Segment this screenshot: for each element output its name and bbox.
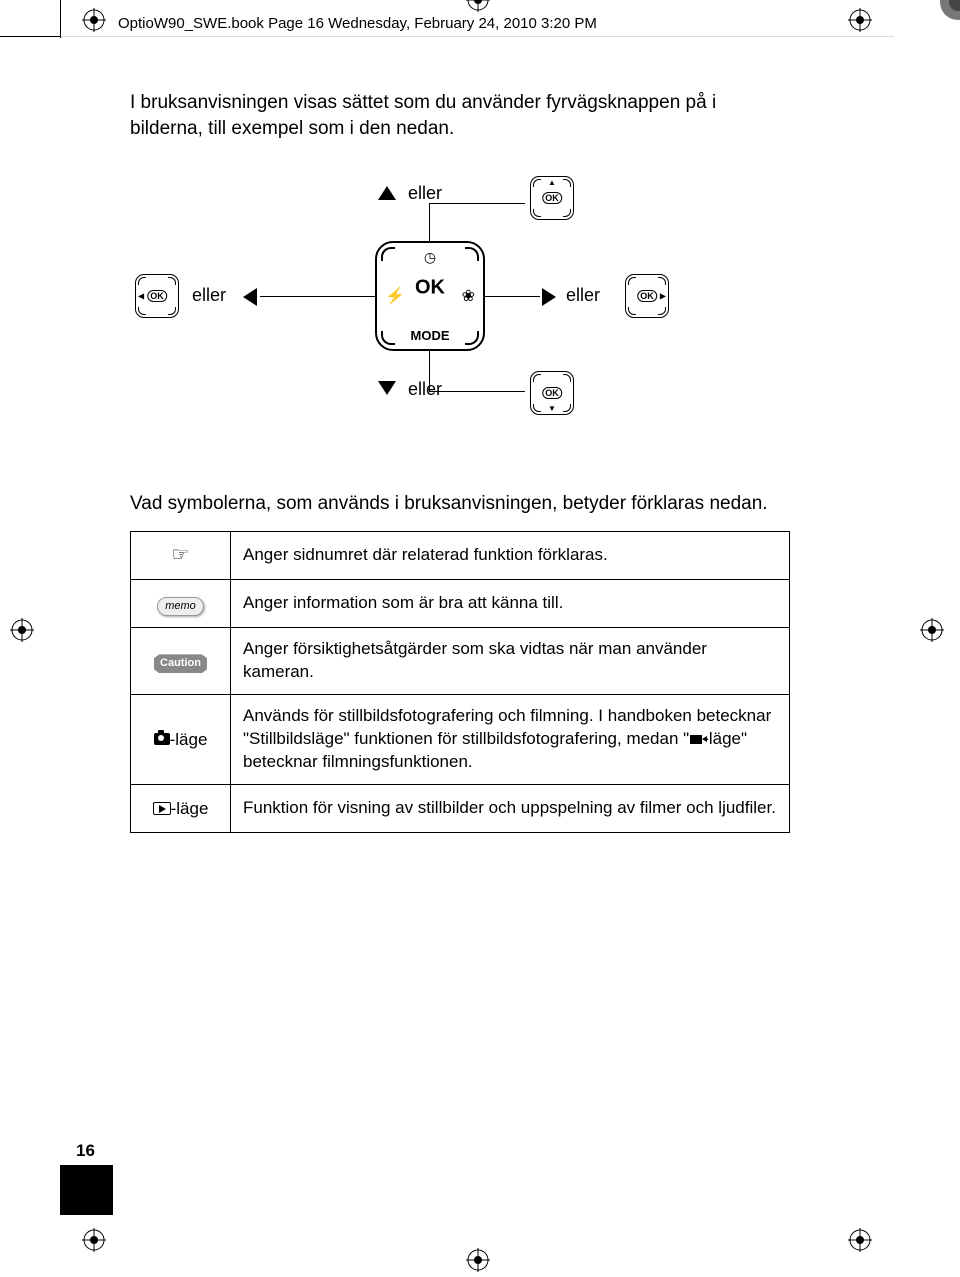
table-cell-text: Anger information som är bra att känna t… bbox=[231, 579, 790, 627]
table-row: -läge Används för stillbildsfotograferin… bbox=[131, 694, 790, 784]
table-cell-text: Anger försiktighetsåtgärder som ska vidt… bbox=[231, 627, 790, 694]
arrow-down-icon: ▼ bbox=[548, 404, 556, 413]
eller-label-left: eller bbox=[192, 285, 226, 306]
table-row: Caution Anger försiktighetsåtgärder som … bbox=[131, 627, 790, 694]
reg-mark-ml bbox=[10, 618, 34, 642]
reg-mark-br bbox=[848, 1228, 872, 1252]
connector bbox=[429, 203, 525, 204]
memo-icon: memo bbox=[131, 579, 231, 627]
arrow-left-icon: ◀ bbox=[138, 292, 144, 301]
ok-button-left: OK ◀ bbox=[135, 274, 179, 318]
crop-line bbox=[60, 36, 894, 37]
timer-icon: ◷ bbox=[424, 249, 436, 266]
caution-icon: Caution bbox=[131, 627, 231, 694]
triangle-up-icon bbox=[378, 186, 396, 200]
page-number: 16 bbox=[76, 1141, 95, 1161]
crop-line bbox=[0, 36, 60, 37]
ok-button-right: OK ▶ bbox=[625, 274, 669, 318]
reg-mark-tr bbox=[848, 8, 872, 32]
table-cell-text: Anger sidnumret där relaterad funktion f… bbox=[231, 531, 790, 579]
eller-label-top: eller bbox=[408, 183, 442, 204]
arrow-right-icon: ▶ bbox=[660, 292, 666, 301]
mode-label: MODE bbox=[411, 328, 450, 343]
page-content: I bruksanvisningen visas sättet som du a… bbox=[130, 90, 790, 833]
crop-line bbox=[60, 0, 61, 38]
table-row: ☞ Anger sidnumret där relaterad funktion… bbox=[131, 531, 790, 579]
table-cell-text: Används för stillbildsfotografering och … bbox=[231, 694, 790, 784]
reg-mark-bc bbox=[466, 1248, 490, 1272]
video-icon bbox=[690, 735, 702, 744]
ok-button-up: OK ▲ bbox=[530, 176, 574, 220]
triangle-down-icon bbox=[378, 381, 396, 395]
eller-label-right: eller bbox=[566, 285, 600, 306]
section-heading: Vad symbolerna, som används i bruksanvis… bbox=[130, 491, 790, 517]
header-text: OptioW90_SWE.book Page 16 Wednesday, Feb… bbox=[118, 15, 597, 32]
camera-mode-icon: -läge bbox=[131, 694, 231, 784]
page-number-background bbox=[60, 1165, 113, 1215]
hand-pointer-icon: ☞ bbox=[131, 531, 231, 579]
table-cell-text: Funktion för visning av stillbilder och … bbox=[231, 784, 790, 832]
flash-icon: ⚡ bbox=[385, 286, 405, 306]
four-way-controller: ◷ ⚡ ❀ OK MODE bbox=[375, 241, 485, 351]
intro-paragraph: I bruksanvisningen visas sättet som du a… bbox=[130, 90, 790, 141]
reg-mark-tl bbox=[82, 8, 106, 32]
triangle-right-icon bbox=[542, 288, 556, 306]
macro-icon: ❀ bbox=[462, 286, 475, 306]
four-way-diagram: eller OK ▲ OK ◀ eller ◷ ⚡ ❀ OK MODE bbox=[130, 181, 790, 441]
triangle-left-icon bbox=[243, 288, 257, 306]
symbol-table: ☞ Anger sidnumret där relaterad funktion… bbox=[130, 531, 790, 833]
connector bbox=[260, 296, 375, 297]
ok-label: OK bbox=[415, 276, 445, 299]
connector bbox=[429, 391, 525, 392]
table-row: -läge Funktion för visning av stillbilde… bbox=[131, 784, 790, 832]
play-mode-icon: -läge bbox=[131, 784, 231, 832]
connector bbox=[485, 296, 540, 297]
reg-mark-tc bbox=[466, 0, 490, 12]
reg-mark-corner bbox=[928, 0, 960, 32]
reg-mark-mr bbox=[920, 618, 944, 642]
table-row: memo Anger information som är bra att kä… bbox=[131, 579, 790, 627]
ok-button-down: OK ▼ bbox=[530, 371, 574, 415]
eller-label-bottom: eller bbox=[408, 379, 442, 400]
reg-mark-bl bbox=[82, 1228, 106, 1252]
arrow-up-icon: ▲ bbox=[548, 178, 556, 187]
connector bbox=[429, 203, 430, 243]
